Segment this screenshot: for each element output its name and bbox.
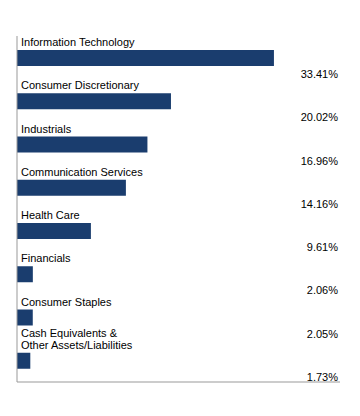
svg-text:Communication Services: Communication Services [21, 166, 143, 178]
svg-text:1.73%: 1.73% [307, 371, 338, 383]
svg-text:Consumer Discretionary: Consumer Discretionary [21, 79, 139, 91]
svg-text:Information Technology: Information Technology [21, 36, 135, 48]
svg-text:2.06%: 2.06% [307, 284, 338, 296]
svg-text:Consumer Staples: Consumer Staples [21, 296, 112, 308]
svg-text:33.41%: 33.41% [301, 68, 339, 80]
svg-text:Health Care: Health Care [21, 209, 80, 221]
svg-text:Cash Equivalents &Other Assets: Cash Equivalents &Other Assets/Liabiliti… [21, 327, 133, 351]
svg-text:2.05%: 2.05% [307, 328, 338, 340]
svg-text:Industrials: Industrials [21, 123, 72, 135]
svg-text:Financials: Financials [21, 252, 71, 264]
svg-text:14.16%: 14.16% [301, 198, 339, 210]
svg-text:20.02%: 20.02% [301, 111, 339, 123]
svg-text:16.96%: 16.96% [301, 155, 339, 167]
svg-text:9.61%: 9.61% [307, 241, 338, 253]
